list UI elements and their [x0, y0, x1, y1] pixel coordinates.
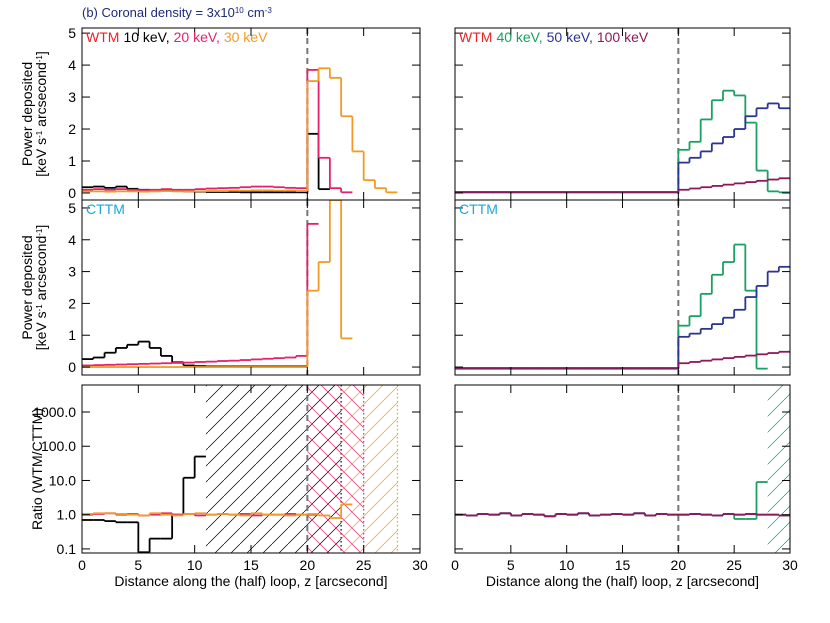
text-part: Power deposited: [19, 235, 35, 339]
hatch-region: [341, 385, 398, 553]
legend-label: CTTM: [86, 201, 125, 217]
y-tick-label: 4: [68, 57, 76, 73]
legend-entry: 100 keV: [597, 29, 649, 45]
superscript: -1: [35, 228, 44, 236]
superscript: -1: [35, 304, 44, 312]
superscript: -1: [35, 130, 44, 138]
y-tick-label: 3: [68, 264, 76, 280]
legend-entry: 20 keV,: [174, 29, 220, 45]
legend-entry: 50 keV,: [547, 29, 593, 45]
legend-label: WTM: [459, 29, 492, 45]
text-part: Power deposited: [19, 62, 35, 166]
text-part: [keV s: [33, 138, 49, 177]
panel: CTTM: [454, 199, 791, 376]
superscript: -3: [265, 6, 273, 15]
y-tick-label: 1: [68, 327, 76, 343]
x-tick-label: 10: [559, 557, 575, 573]
x-tick-label: 30: [782, 557, 798, 573]
plot-area: [455, 28, 790, 200]
y-tick-label: 1000.0: [33, 404, 76, 420]
y-tick-label: 0.1: [57, 541, 77, 557]
text-part: arcsecond: [33, 62, 49, 130]
x-tick-label: 30: [412, 557, 428, 573]
legend: CTTM: [86, 201, 125, 217]
x-tick-label: 0: [78, 557, 86, 573]
legend-label: CTTM: [459, 201, 498, 217]
plot-frame: [454, 27, 791, 201]
text-part: cm: [244, 5, 265, 20]
y-tick-label: 0: [68, 359, 76, 375]
y-tick-label: 100.0: [41, 438, 76, 454]
text-part: arcsecond: [33, 236, 49, 304]
text-part: [keV s: [33, 311, 49, 350]
y-tick-label: 10.0: [49, 472, 76, 488]
x-tick-label: 20: [300, 557, 316, 573]
plot-frame: [454, 199, 791, 376]
x-tick-label: 10: [187, 557, 203, 573]
text-part: (b) Coronal density = 3x10: [82, 5, 235, 20]
x-tick-label: 15: [243, 557, 259, 573]
y-tick-label: 5: [68, 25, 76, 41]
legend-label: WTM: [86, 29, 119, 45]
panel: WTM 40 keV, 50 keV, 100 keV: [454, 27, 791, 201]
y-tick-label: 1: [68, 153, 76, 169]
y-tick-label: 0: [68, 185, 76, 201]
plot-area: [82, 200, 353, 375]
plot-frame: [81, 27, 421, 201]
x-tick-label: 20: [671, 557, 687, 573]
x-tick-label: 25: [356, 557, 372, 573]
x-axis-label: Distance along the (half) loop, z [arcse…: [486, 573, 759, 589]
y-axis-label: [keV s-1 arcsecond-1]: [33, 51, 49, 177]
x-axis-label: Distance along the (half) loop, z [arcse…: [114, 573, 387, 589]
y-tick-label: 2: [68, 295, 76, 311]
superscript: -1: [35, 55, 44, 63]
figure-title: (b) Coronal density = 3x1010 cm-3: [82, 5, 272, 20]
y-axis-label: [keV s-1 arcsecond-1]: [33, 225, 49, 351]
x-tick-label: 25: [726, 557, 742, 573]
legend: CTTM: [459, 201, 498, 217]
y-tick-label: 4: [68, 232, 76, 248]
y-axis-label: Power deposited: [19, 235, 35, 339]
y-tick-label: 2: [68, 121, 76, 137]
x-tick-label: 5: [507, 557, 515, 573]
panel: 0 5 10 15 20 25 30 Distance along the (half) lo…: [451, 384, 798, 589]
y-tick-label: 1.0: [57, 507, 77, 523]
text-part: Ratio (WTM/CTTM): [29, 408, 45, 530]
panel: 0.1 1.0 10.0 100.0 1000.0 0 5 10 15 20 25 30 Distanc…: [29, 384, 428, 589]
hatch-region: [767, 385, 790, 553]
legend: WTM 40 keV, 50 keV, 100 keV: [459, 29, 649, 45]
legend-entry: 30 keV: [224, 29, 268, 45]
y-axis-label: Power deposited: [19, 62, 35, 166]
plot-area: [455, 385, 790, 553]
legend-entry: 40 keV,: [496, 29, 542, 45]
legend-entry: 10 keV,: [123, 29, 169, 45]
y-tick-label: 5: [68, 200, 76, 216]
plot-frame: [81, 199, 421, 376]
plot-area: [455, 200, 790, 375]
x-tick-label: 0: [451, 557, 459, 573]
y-tick-label: 3: [68, 89, 76, 105]
y-axis-label: Ratio (WTM/CTTM): [29, 408, 45, 530]
superscript: 10: [235, 6, 244, 15]
plot-area: [82, 28, 398, 200]
legend: WTM 10 keV, 20 keV, 30 keV: [86, 29, 268, 45]
plot-area: [82, 385, 399, 553]
plot-frame: [454, 384, 791, 554]
text-part: ]: [33, 225, 49, 229]
x-tick-label: 5: [134, 557, 142, 573]
text-part: ]: [33, 51, 49, 55]
x-tick-label: 15: [615, 557, 631, 573]
